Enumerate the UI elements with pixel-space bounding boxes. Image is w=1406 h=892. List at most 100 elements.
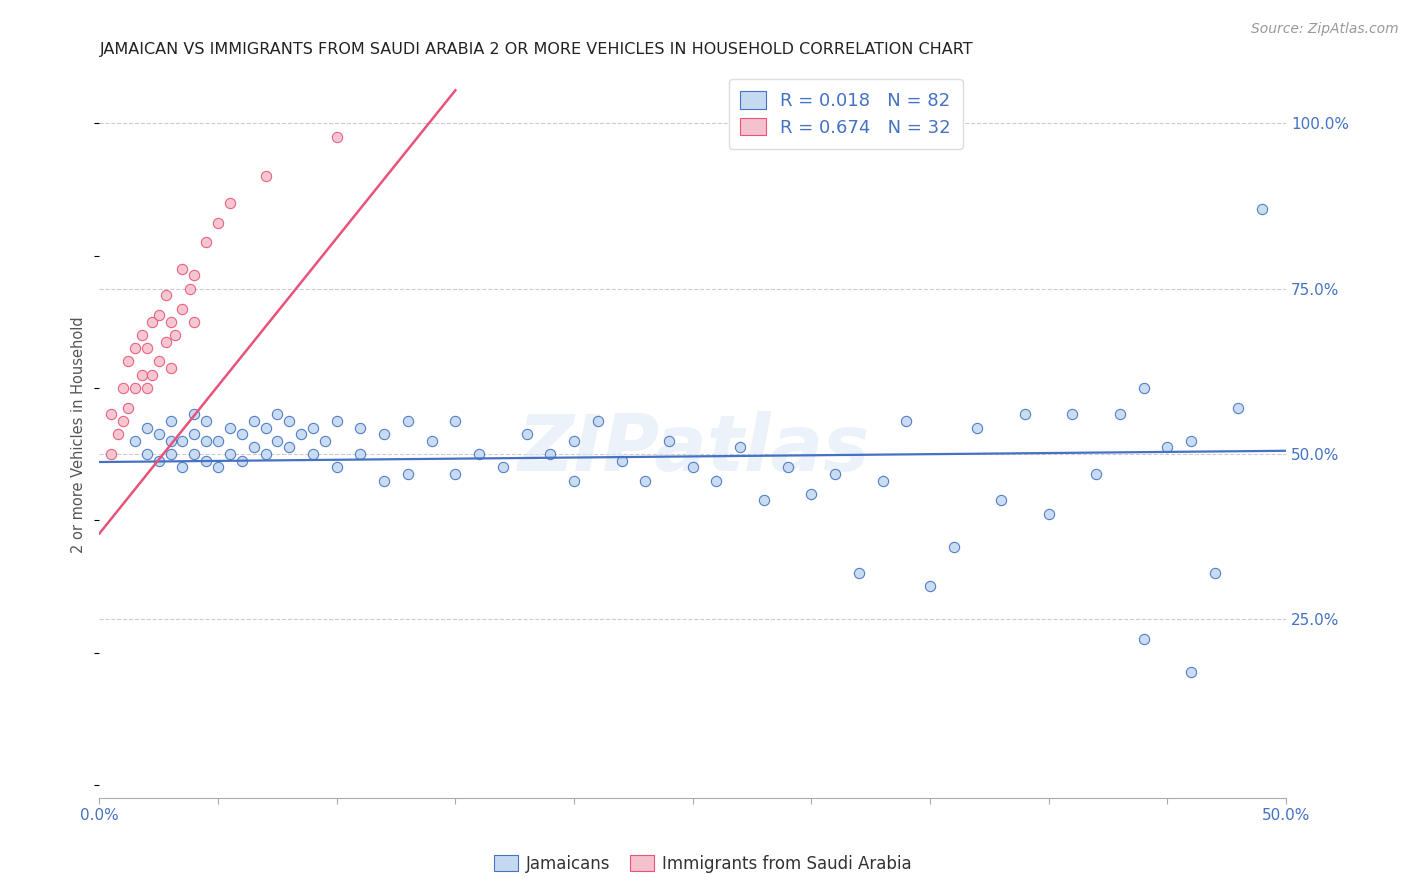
Point: [148, 308, 170, 322]
Text: ZIPatlas: ZIPatlas: [516, 411, 869, 487]
Point: [1038, 507, 1060, 521]
Point: [254, 169, 277, 184]
Point: [562, 474, 585, 488]
Point: [117, 401, 139, 415]
Point: [159, 447, 181, 461]
Point: [396, 467, 419, 481]
Point: [183, 427, 205, 442]
Point: [195, 453, 218, 467]
Point: [302, 420, 325, 434]
Point: [172, 434, 194, 448]
Point: [195, 235, 218, 250]
Point: [1227, 401, 1250, 415]
Point: [1251, 202, 1274, 217]
Legend: R = 0.018   N = 82, R = 0.674   N = 32: R = 0.018 N = 82, R = 0.674 N = 32: [728, 79, 963, 149]
Point: [1108, 408, 1130, 422]
Point: [141, 315, 163, 329]
Point: [966, 420, 988, 434]
Point: [183, 408, 205, 422]
Point: [112, 381, 135, 395]
Point: [107, 427, 129, 442]
Point: [990, 493, 1012, 508]
Point: [159, 414, 181, 428]
Point: [658, 434, 681, 448]
Point: [135, 447, 157, 461]
Point: [326, 129, 349, 144]
Point: [172, 460, 194, 475]
Point: [117, 354, 139, 368]
Point: [266, 408, 288, 422]
Point: [848, 566, 870, 581]
Point: [634, 474, 657, 488]
Point: [349, 420, 371, 434]
Point: [219, 420, 242, 434]
Point: [219, 447, 242, 461]
Point: [492, 460, 515, 475]
Point: [444, 414, 467, 428]
Point: [148, 354, 170, 368]
Point: [207, 460, 229, 475]
Point: [135, 381, 157, 395]
Point: [824, 467, 846, 481]
Point: [326, 414, 349, 428]
Y-axis label: 2 or more Vehicles in Household: 2 or more Vehicles in Household: [72, 316, 86, 552]
Point: [896, 414, 918, 428]
Point: [179, 282, 201, 296]
Point: [124, 434, 146, 448]
Point: [183, 447, 205, 461]
Point: [155, 288, 177, 302]
Point: [538, 447, 561, 461]
Point: [396, 414, 419, 428]
Point: [326, 460, 349, 475]
Point: [124, 341, 146, 355]
Point: [918, 579, 941, 593]
Point: [728, 441, 751, 455]
Point: [278, 414, 301, 428]
Point: [124, 381, 146, 395]
Point: [135, 341, 157, 355]
Point: [373, 427, 395, 442]
Point: [131, 368, 153, 382]
Point: [1180, 434, 1202, 448]
Point: [872, 474, 894, 488]
Point: [195, 434, 218, 448]
Point: [159, 315, 181, 329]
Point: [278, 441, 301, 455]
Point: [112, 414, 135, 428]
Point: [349, 447, 371, 461]
Point: [242, 414, 264, 428]
Point: [172, 261, 194, 276]
Point: [165, 328, 187, 343]
Point: [183, 268, 205, 283]
Point: [290, 427, 312, 442]
Point: [195, 414, 218, 428]
Point: [420, 434, 443, 448]
Point: [444, 467, 467, 481]
Point: [942, 540, 965, 554]
Point: [159, 361, 181, 376]
Point: [131, 328, 153, 343]
Point: [141, 368, 163, 382]
Point: [373, 474, 395, 488]
Point: [242, 441, 264, 455]
Point: [516, 427, 538, 442]
Point: [207, 434, 229, 448]
Point: [231, 427, 253, 442]
Point: [254, 420, 277, 434]
Point: [586, 414, 609, 428]
Point: [314, 434, 336, 448]
Point: [1014, 408, 1036, 422]
Point: [302, 447, 325, 461]
Point: [776, 460, 799, 475]
Point: [254, 447, 277, 461]
Point: [231, 453, 253, 467]
Point: [148, 427, 170, 442]
Point: [706, 474, 728, 488]
Point: [1180, 665, 1202, 680]
Point: [1204, 566, 1226, 581]
Point: [752, 493, 775, 508]
Point: [562, 434, 585, 448]
Point: [682, 460, 704, 475]
Point: [610, 453, 633, 467]
Legend: Jamaicans, Immigrants from Saudi Arabia: Jamaicans, Immigrants from Saudi Arabia: [488, 848, 918, 880]
